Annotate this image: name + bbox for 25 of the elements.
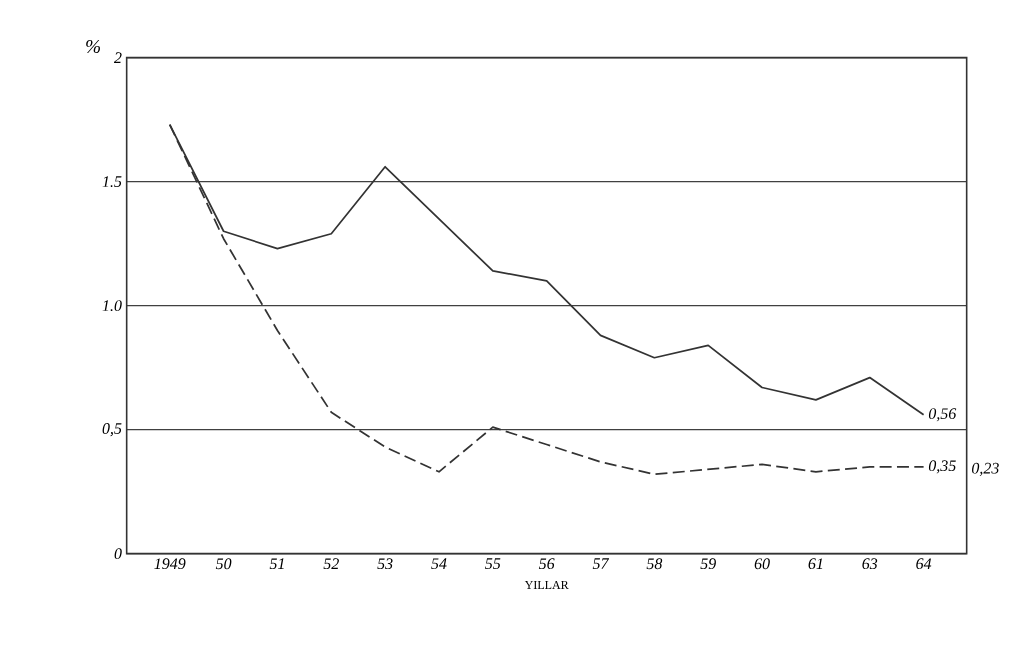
data-label: 0,35 <box>928 460 956 474</box>
y-tick-label: 2 <box>113 52 122 63</box>
x-tick-label: 54 <box>431 558 447 570</box>
text: 0,23 <box>972 462 999 476</box>
data-label: 0,56 <box>928 408 957 422</box>
x-tick-label: 61 <box>808 558 823 570</box>
x-tick-label: 59 <box>700 558 716 570</box>
y-axis-title: % <box>86 39 100 53</box>
y-tick-label: 1.5 <box>102 176 122 188</box>
x-tick-label: 60 <box>754 558 770 570</box>
x-tick-label: 56 <box>538 558 555 570</box>
x-tick-label: 55 <box>485 558 501 569</box>
x-tick-label: 63 <box>862 558 878 570</box>
x-tick-label: 64 <box>916 558 932 570</box>
y-tick-label: 1.0 <box>102 300 122 312</box>
x-tick-label: 57 <box>592 558 610 569</box>
x-tick-label: 51 <box>269 558 284 570</box>
x-tick-label: 1949 <box>154 558 186 570</box>
y-tick-label: 0 <box>114 548 122 560</box>
x-tick-label: 58 <box>646 558 663 570</box>
x-tick-label: 52 <box>323 558 339 570</box>
x-axis-title: YILLAR <box>524 580 569 589</box>
x-tick-label: 53 <box>377 558 393 570</box>
x-tick-label: 50 <box>215 558 232 570</box>
y-tick-label: 0,5 <box>102 423 122 437</box>
